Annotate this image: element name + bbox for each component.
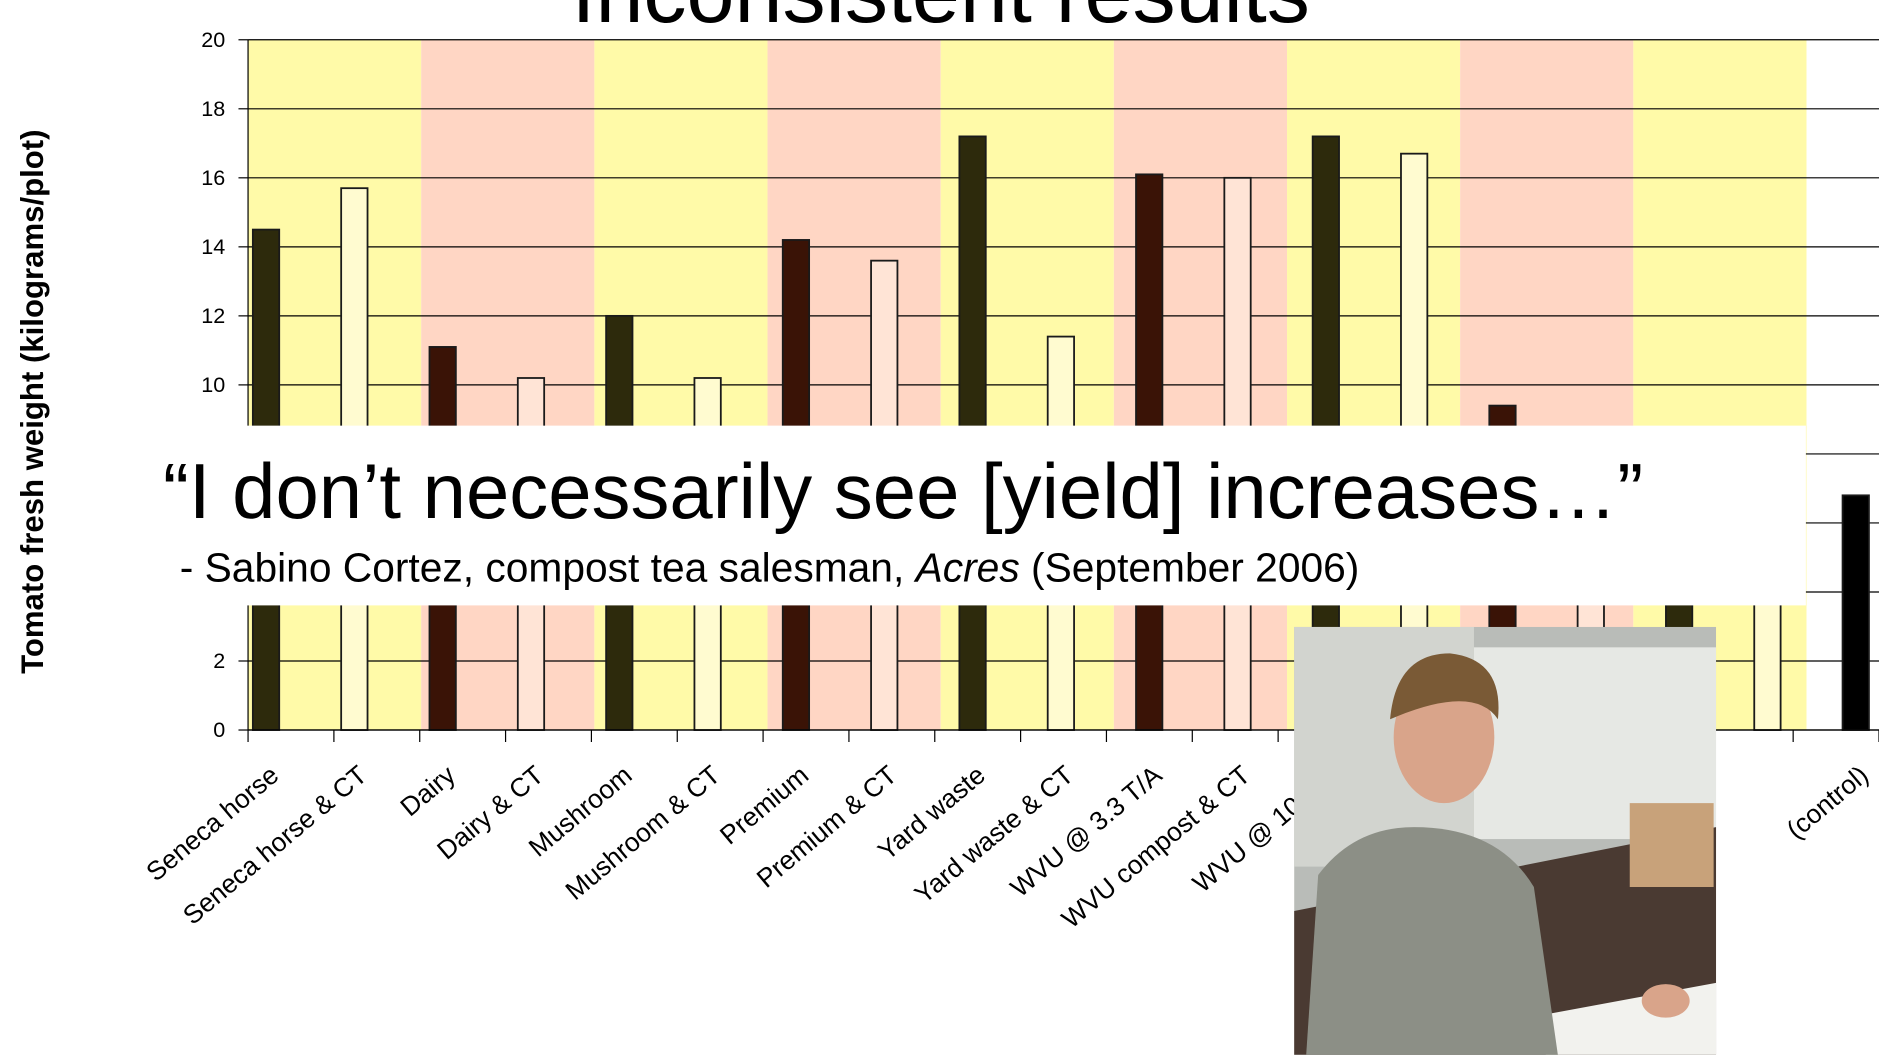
quote-attribution: - Sabino Cortez, compost tea salesman, A… (180, 544, 1360, 590)
x-tick-label: Mushroom & CT (560, 760, 726, 906)
bar (1841, 494, 1870, 731)
y-tick-label: 20 (201, 27, 225, 52)
quote-background (147, 425, 1806, 606)
photo-shirt (1306, 827, 1558, 1055)
y-axis-label: Tomato fresh weight (kilograms/plot) (15, 129, 50, 673)
y-tick-label: 0 (213, 717, 225, 742)
y-tick-label: 2 (213, 648, 225, 673)
x-tick-label: WVU @ 3.3 T/A (1005, 759, 1168, 903)
chart-title: Inconsistent results (571, 0, 1309, 41)
photo-box (1629, 803, 1714, 888)
photo-hand (1641, 984, 1690, 1018)
y-tick-label: 14 (201, 234, 225, 259)
x-tick-label: Yard waste & CT (909, 760, 1079, 910)
x-tick-label: (control) (1781, 760, 1874, 845)
source: Acres (913, 544, 1020, 590)
attribution: - Sabino Cortez, compost tea salesman, (180, 544, 916, 590)
y-tick-label: 18 (201, 96, 225, 121)
y-tick-label: 10 (201, 372, 225, 397)
photo (1294, 626, 1717, 1055)
y-tick-label: 12 (201, 303, 225, 328)
x-tick-label: Dairy (394, 759, 461, 822)
photo-hair (1390, 653, 1499, 720)
y-tick-label: 16 (201, 165, 225, 190)
quote-box: “I don’t necessarily see [yield] increas… (147, 425, 1806, 606)
quote-text: “I don’t necessarily see [yield] increas… (163, 447, 1643, 535)
date: (September 2006) (1020, 544, 1360, 590)
